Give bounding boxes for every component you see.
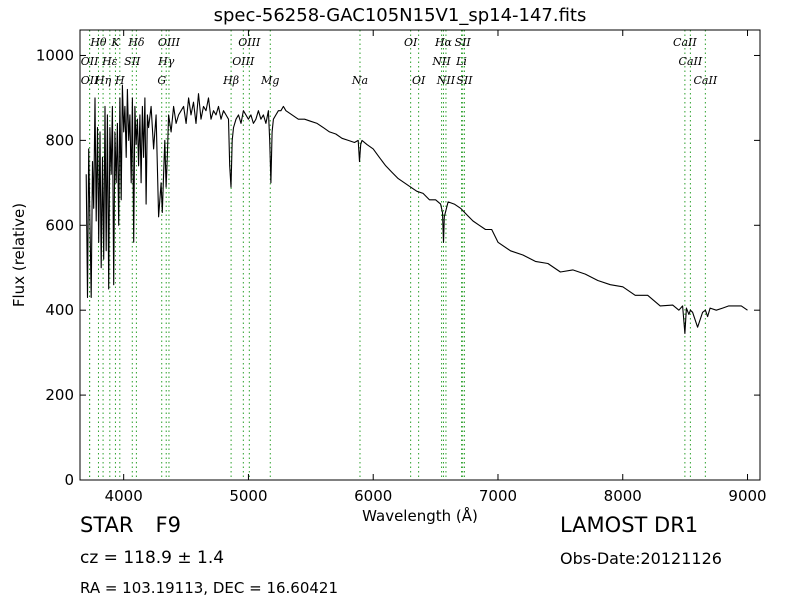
y-tick-label: 200 [45, 386, 74, 404]
coordinates-text: RA = 103.19113, DEC = 16.60421 [80, 579, 339, 597]
spectral-line-label: K [110, 36, 120, 49]
spectral-line-label: G [157, 74, 166, 87]
object-class: STAR [80, 513, 134, 537]
y-tick-label: 400 [45, 301, 74, 319]
x-tick-label: 7000 [479, 487, 517, 505]
spectral-line-label: Hθ [89, 36, 107, 49]
x-tick-label: 4000 [105, 487, 143, 505]
spectral-line-label: Hη [94, 74, 112, 87]
spectral-line-label: Hε [101, 55, 118, 68]
spectral-line-label: Hα [434, 36, 453, 49]
spectral-line-label: OIII [232, 55, 255, 68]
spectral-line-label: Hδ [127, 36, 145, 49]
x-tick-label: 8000 [604, 487, 642, 505]
plot-frame [79, 29, 761, 481]
spectral-line-label: SII [455, 36, 472, 49]
spectral-line-label: NII [431, 55, 451, 68]
chart-title: spec-56258-GAC105N15V1_sp14-147.fits [213, 5, 587, 26]
x-tick-label: 9000 [728, 487, 766, 505]
spectral-line-label: CaII [673, 36, 697, 49]
spectral-line-label: OII [81, 74, 99, 87]
spectral-line-label: OIII [238, 36, 261, 49]
survey-name: LAMOST DR1 [560, 513, 699, 537]
y-tick-label: 0 [64, 471, 74, 489]
spectrum-series-line [85, 84, 748, 335]
spectral-line-label: SII [456, 74, 473, 87]
spectral-line-label: Hβ [222, 74, 239, 87]
spectral-line-label: CaII [679, 55, 703, 68]
spectral-line-label: SII [124, 55, 141, 68]
spectral-line-label: CaII [694, 74, 718, 87]
spectral-line-label: Hγ [157, 55, 175, 68]
spectral-line-label: Mg [260, 74, 279, 87]
y-tick-label: 800 [45, 131, 74, 149]
x-axis-label: Wavelength (Å) [362, 506, 478, 525]
y-axis-label: Flux (relative) [10, 203, 28, 307]
y-tick-label: 600 [45, 216, 74, 234]
spectral-line-label: OI [404, 36, 418, 49]
object-subclass: F9 [155, 513, 181, 537]
spectral-line-label: OIII [158, 36, 181, 49]
y-tick-label: 1000 [36, 46, 74, 64]
object-class-line: STAR F9 [80, 513, 181, 537]
spectral-line-label: Na [351, 74, 368, 87]
spectral-line-label: NII [436, 74, 456, 87]
spectral-line-label: Li [455, 55, 467, 68]
spectral-line-label: OI [412, 74, 426, 87]
redshift-text: cz = 118.9 ± 1.4 [80, 548, 225, 568]
x-tick-label: 5000 [229, 487, 267, 505]
observation-date: Obs-Date:20121126 [560, 549, 722, 568]
spectral-line-label: H [114, 74, 125, 87]
spectral-line-label: OII [81, 55, 99, 68]
x-tick-label: 6000 [354, 487, 392, 505]
